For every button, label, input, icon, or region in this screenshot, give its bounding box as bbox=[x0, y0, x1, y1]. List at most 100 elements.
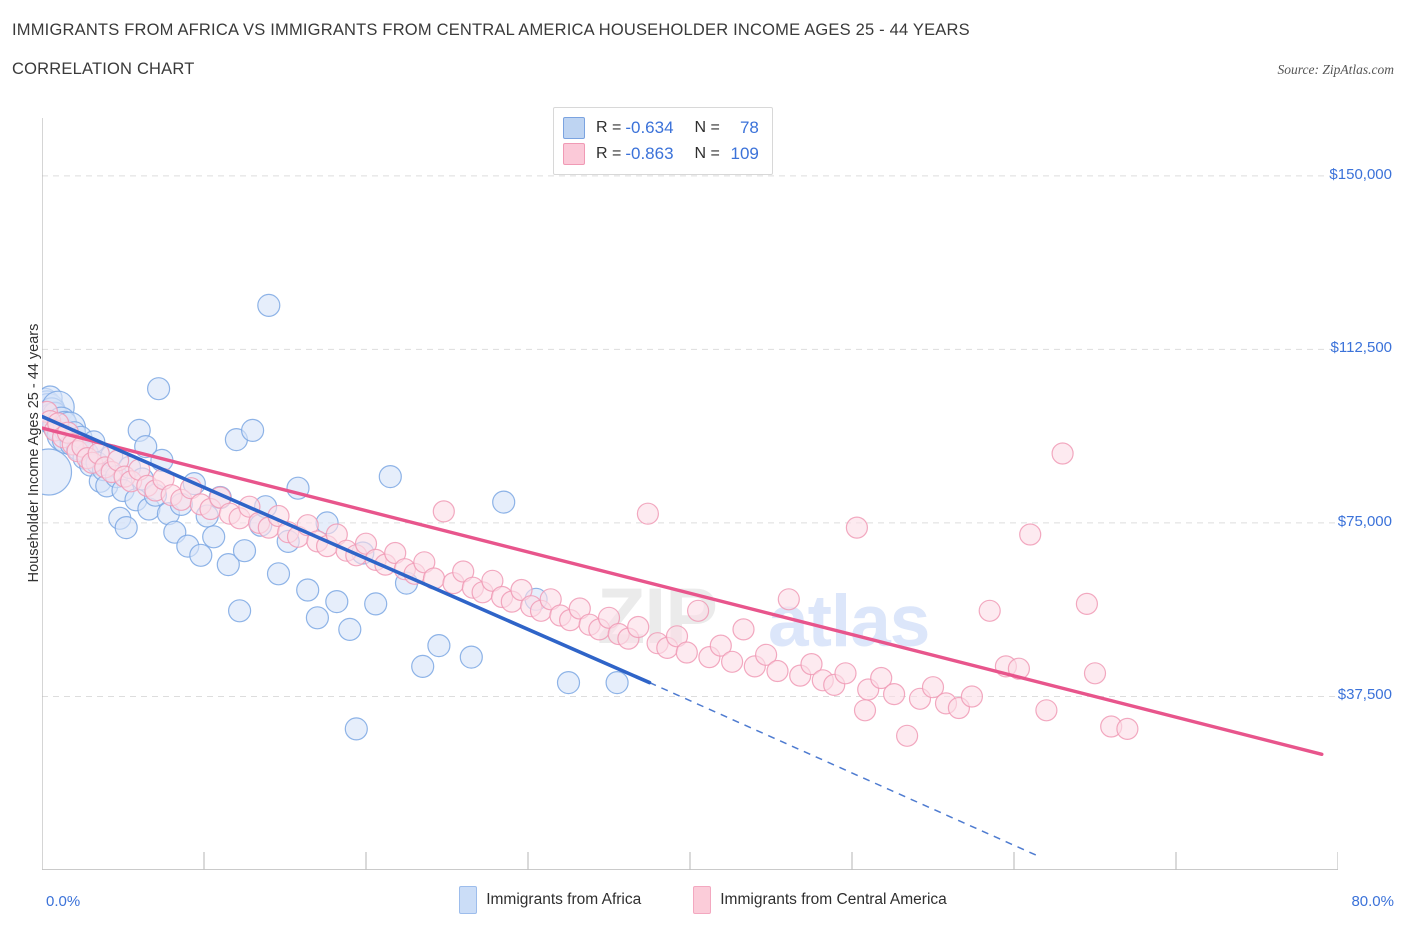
n-value-africa: 78 bbox=[739, 118, 759, 137]
x-axis-min-label: 0.0% bbox=[46, 893, 81, 910]
data-point bbox=[241, 418, 265, 442]
series-swatch-africa bbox=[563, 117, 585, 139]
data-point bbox=[1083, 662, 1107, 685]
data-point bbox=[665, 625, 689, 648]
y-axis-tick-label: $37,500 bbox=[1337, 686, 1392, 704]
y-axis-title: Householder Income Ages 25 - 44 years bbox=[26, 323, 42, 583]
r-value-central-america: -0.863 bbox=[625, 144, 674, 163]
data-point bbox=[42, 448, 73, 496]
n-label-africa: N = bbox=[694, 119, 720, 136]
scatter-plot-svg bbox=[42, 118, 1338, 870]
data-point bbox=[720, 650, 744, 673]
series-points-africa bbox=[42, 293, 629, 741]
data-point bbox=[853, 699, 877, 722]
data-point bbox=[870, 666, 893, 690]
data-point bbox=[459, 645, 483, 669]
data-point bbox=[636, 502, 660, 525]
data-point bbox=[202, 525, 226, 549]
data-point bbox=[834, 662, 857, 685]
legend-item-central-america[interactable]: Immigrants from Central America bbox=[693, 886, 947, 914]
data-point bbox=[354, 532, 378, 555]
data-point bbox=[411, 654, 435, 679]
x-axis-max-label: 80.0% bbox=[1351, 893, 1394, 910]
legend-item-africa[interactable]: Immigrants from Africa bbox=[459, 886, 641, 914]
n-value-central-america: 109 bbox=[730, 144, 759, 163]
data-point bbox=[709, 634, 732, 657]
series-swatch-central-america bbox=[563, 143, 585, 165]
data-point bbox=[364, 592, 388, 616]
data-point bbox=[800, 652, 823, 676]
page-subtitle: CORRELATION CHART bbox=[12, 60, 195, 78]
data-point bbox=[492, 490, 516, 514]
trendline-africa-projection bbox=[649, 681, 1039, 857]
legend-label-central-america: Immigrants from Central America bbox=[720, 891, 947, 908]
data-point bbox=[1035, 699, 1058, 722]
data-point bbox=[325, 590, 349, 614]
data-point bbox=[597, 606, 621, 629]
data-point bbox=[257, 293, 281, 317]
data-point bbox=[432, 500, 455, 523]
r-label-central-america: R = bbox=[596, 145, 622, 162]
data-point bbox=[305, 606, 329, 630]
data-point bbox=[921, 676, 945, 699]
y-axis-tick-label: $112,500 bbox=[1330, 339, 1392, 357]
data-point bbox=[766, 659, 789, 683]
data-point bbox=[777, 588, 800, 611]
data-point bbox=[675, 641, 698, 664]
data-point bbox=[1019, 523, 1042, 546]
data-point bbox=[627, 615, 650, 639]
stats-row-central-america: R = -0.863 N = 109 bbox=[563, 141, 759, 167]
r-value-africa: -0.634 bbox=[625, 118, 674, 137]
data-point bbox=[481, 569, 504, 592]
data-point bbox=[384, 541, 407, 565]
data-point bbox=[895, 724, 919, 747]
series-points-central-america bbox=[42, 400, 1139, 747]
plot-area: ZIP atlas bbox=[42, 118, 1338, 870]
n-label-central-america: N = bbox=[694, 145, 720, 162]
data-point bbox=[296, 578, 320, 602]
source-label: Source: ZipAtlas.com bbox=[1277, 62, 1394, 77]
data-point bbox=[413, 551, 436, 574]
data-point bbox=[960, 685, 984, 708]
data-point bbox=[1007, 657, 1031, 680]
data-point bbox=[378, 465, 402, 489]
data-point bbox=[266, 562, 291, 586]
data-point bbox=[882, 682, 906, 706]
data-point bbox=[568, 597, 591, 620]
data-point bbox=[1116, 717, 1139, 741]
data-point bbox=[228, 599, 252, 623]
legend-swatch-africa bbox=[459, 886, 478, 914]
data-point bbox=[232, 539, 257, 563]
data-point bbox=[114, 516, 138, 540]
page-title: IMMIGRANTS FROM AFRICA VS IMMIGRANTS FRO… bbox=[12, 21, 970, 39]
y-axis-tick-label: $75,000 bbox=[1337, 512, 1392, 530]
data-point bbox=[146, 377, 171, 401]
legend-label-africa: Immigrants from Africa bbox=[486, 891, 642, 908]
data-point bbox=[605, 670, 629, 695]
y-axis-tick-label: $150,000 bbox=[1329, 165, 1392, 183]
data-point bbox=[510, 578, 533, 602]
trendline-africa bbox=[42, 414, 652, 685]
legend-swatch-central-america bbox=[693, 886, 712, 914]
data-point bbox=[539, 588, 562, 611]
data-point bbox=[189, 543, 213, 567]
series-legend: Immigrants from Africa Immigrants from C… bbox=[0, 886, 1406, 914]
data-point bbox=[732, 618, 755, 641]
data-point bbox=[1075, 592, 1099, 615]
data-point bbox=[845, 516, 869, 539]
data-point bbox=[216, 553, 240, 577]
data-point bbox=[344, 717, 368, 741]
trendline-central-america bbox=[42, 426, 1324, 757]
data-point bbox=[427, 633, 451, 658]
data-point bbox=[452, 560, 475, 583]
data-point bbox=[686, 599, 710, 622]
data-point bbox=[338, 617, 362, 641]
data-point bbox=[978, 599, 1001, 622]
data-point bbox=[754, 643, 778, 666]
correlation-stats-box: R = -0.634 N = 78 R = -0.863 N = 109 bbox=[553, 107, 773, 175]
r-label-africa: R = bbox=[596, 119, 622, 136]
data-point bbox=[556, 670, 581, 695]
stats-row-africa: R = -0.634 N = 78 bbox=[563, 115, 759, 141]
data-point bbox=[1051, 442, 1074, 465]
